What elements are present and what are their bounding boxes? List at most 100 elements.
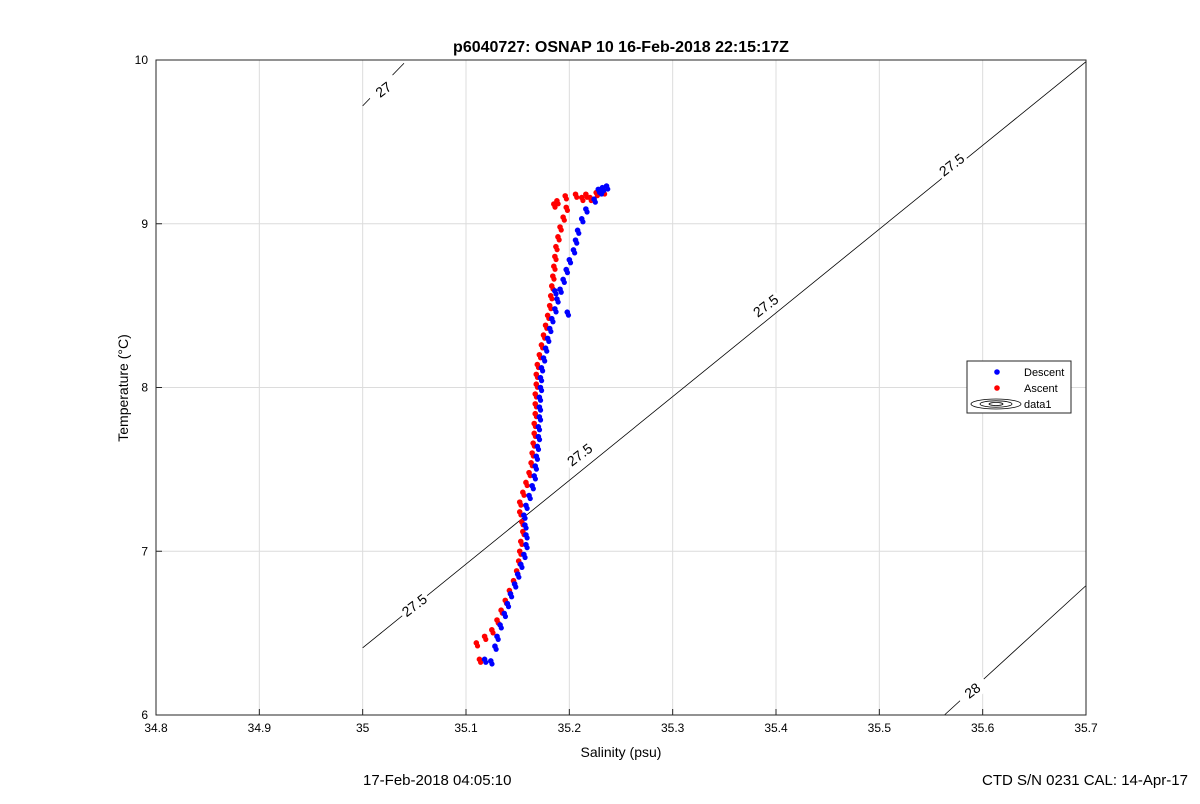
descent-point (536, 427, 543, 433)
legend-box (966, 360, 1072, 414)
descent-point (561, 279, 567, 286)
x-tick-label: 35.5 (868, 721, 892, 735)
x-tick-label: 35 (356, 721, 370, 735)
contour-label-bg (954, 673, 991, 708)
y-tick-label: 9 (141, 217, 148, 231)
chart-title: p6040727: OSNAP 10 16-Feb-2018 22:15:17Z (453, 39, 789, 56)
y-axis-label: Temperature (°C) (115, 334, 131, 442)
ascent-point (490, 630, 496, 636)
y-tick-label: 8 (141, 381, 148, 395)
legend-descent-marker (994, 369, 1000, 375)
ascent-point (519, 541, 525, 548)
ascent-point (580, 197, 586, 204)
ascent-point (483, 636, 489, 643)
contour-label-bg (365, 72, 402, 107)
descent-point (605, 186, 611, 192)
ascent-point (551, 276, 557, 282)
descent-point (530, 486, 536, 492)
descent-point (516, 574, 522, 580)
x-tick-label: 35.1 (454, 721, 478, 735)
descent-point (523, 525, 529, 531)
descent-point (584, 209, 590, 215)
legend: Descent Ascent data1 (966, 360, 1072, 414)
descent-point (483, 659, 489, 665)
descent-point (553, 309, 559, 315)
descent-point (522, 554, 528, 561)
ascent-point (574, 194, 580, 200)
descent-point (536, 437, 543, 443)
descent-point (555, 299, 561, 305)
ascent-point (563, 196, 570, 202)
footer-calibration: CTD S/N 0231 CAL: 14-Apr-17 (982, 772, 1188, 789)
descent-point (537, 397, 544, 403)
y-tick-label: 6 (141, 708, 148, 722)
ascent-point (552, 266, 558, 272)
descent-point (580, 219, 586, 225)
descent-point (540, 368, 546, 374)
x-tick-label: 35.4 (764, 721, 788, 735)
y-tick-label: 7 (141, 544, 148, 558)
ascent-point (561, 217, 567, 223)
descent-point (532, 476, 539, 482)
ascent-point (555, 201, 561, 207)
descent-point (558, 289, 564, 295)
descent-point (542, 358, 548, 364)
ascent-point (518, 502, 524, 508)
y-axis-ticks: 6 7 8 9 10 (135, 53, 162, 722)
descent-point (493, 646, 499, 652)
contour-label-bg (933, 147, 970, 182)
ascent-point (474, 643, 481, 649)
x-axis-ticks: 34.8 34.9 35 35.1 35.2 35.3 35.4 35.5 35.6 35.7 (144, 709, 1098, 735)
x-tick-label: 34.8 (144, 721, 168, 735)
legend-descent-label: Descent (1024, 367, 1064, 379)
y-tick-label: 10 (135, 53, 149, 67)
descent-point (522, 515, 528, 521)
descent-point (548, 328, 554, 335)
descent-point (592, 199, 598, 205)
contour-label-bg (396, 588, 433, 623)
footer-timestamp: 17-Feb-2018 04:05:10 (363, 772, 512, 789)
ascent-point (521, 492, 527, 498)
x-tick-label: 35.2 (558, 721, 582, 735)
descent-point (502, 613, 509, 620)
descent-point (565, 312, 572, 318)
x-tick-label: 34.9 (248, 721, 272, 735)
ascent-point (524, 482, 530, 489)
ascent-point (478, 659, 484, 665)
descent-point (601, 188, 607, 194)
legend-data1-label: data1 (1024, 399, 1052, 411)
descent-point (537, 417, 544, 423)
descent-point (509, 594, 515, 600)
descent-point (546, 338, 552, 344)
descent-point (495, 636, 501, 643)
x-tick-label: 35.3 (661, 721, 685, 735)
descent-point (537, 407, 544, 413)
descent-point (534, 456, 541, 462)
descent-point (524, 545, 530, 551)
descent-point (505, 604, 512, 610)
legend-contour-icon (970, 398, 1022, 410)
legend-ascent-label: Ascent (1024, 383, 1058, 395)
x-tick-label: 35.6 (971, 721, 995, 735)
descent-point (539, 378, 545, 384)
ascent-point (553, 256, 559, 263)
descent-point (572, 250, 578, 256)
descent-point (524, 505, 530, 511)
descent-point (553, 291, 559, 297)
descent-point (535, 446, 542, 453)
descent-point (489, 661, 495, 667)
legend-ascent-marker (994, 385, 1000, 391)
descent-point (533, 466, 540, 472)
descent-point (539, 387, 545, 394)
descent-point (596, 189, 603, 195)
contour-label-bg (561, 437, 598, 472)
x-axis-label: Salinity (psu) (581, 744, 662, 760)
descent-point (519, 564, 525, 570)
ascent-point (527, 473, 533, 479)
ascent-point (564, 207, 571, 213)
contour-label-bg (747, 288, 784, 323)
ascent-point (548, 306, 554, 312)
descent-point (513, 584, 519, 590)
descent-point (576, 230, 582, 236)
